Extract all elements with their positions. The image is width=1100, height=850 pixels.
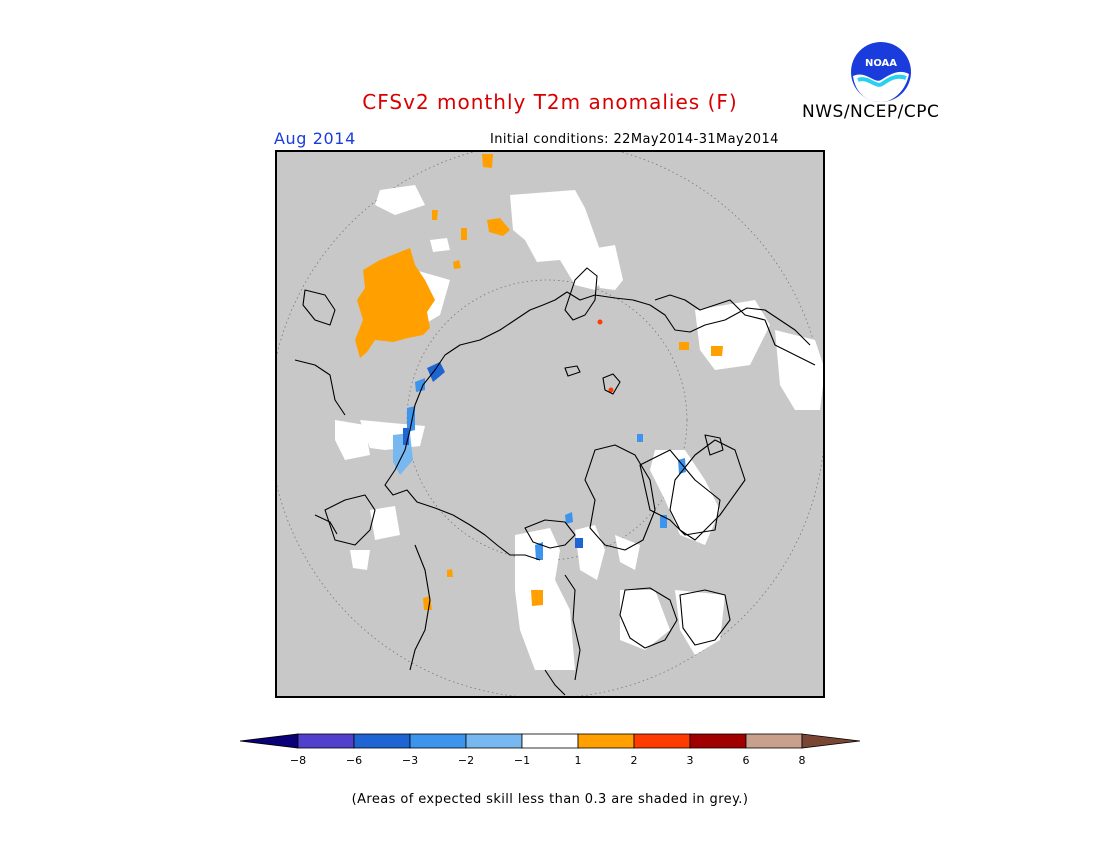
color-tick-label: 3 bbox=[687, 754, 694, 767]
latitude-circles bbox=[275, 150, 825, 698]
color-tick-label: −2 bbox=[458, 754, 474, 767]
map-title: CFSv2 monthly T2m anomalies (F) bbox=[362, 90, 738, 114]
color-tick-label: 2 bbox=[631, 754, 638, 767]
color-scale-bar: −8 −6 −3 −2 −1 1 2 3 6 8 bbox=[239, 733, 861, 767]
color-tick-label: −1 bbox=[514, 754, 530, 767]
polar-anomaly-map bbox=[275, 150, 825, 698]
color-cell-3 bbox=[409, 733, 467, 749]
color-tick-label: −6 bbox=[346, 754, 362, 767]
coastlines bbox=[294, 267, 816, 696]
color-cell-10 bbox=[801, 733, 861, 749]
agency-label: NWS/NCEP/CPC bbox=[802, 102, 940, 122]
color-tick-label: −3 bbox=[402, 754, 418, 767]
initial-conditions: Initial conditions: 22May2014-31May2014 bbox=[490, 132, 779, 147]
hot-anomaly-areas bbox=[597, 319, 614, 393]
color-scale-ticks: −8 −6 −3 −2 −1 1 2 3 6 8 bbox=[290, 754, 806, 767]
map-frame bbox=[275, 150, 825, 698]
color-cell-6 bbox=[577, 733, 635, 749]
valid-month: Aug 2014 bbox=[274, 129, 356, 148]
color-cell-8 bbox=[689, 733, 747, 749]
color-cell-5 bbox=[521, 733, 579, 749]
warm-anomaly-areas bbox=[355, 154, 723, 610]
color-cell-4 bbox=[465, 733, 523, 749]
logo-text: NOAA bbox=[865, 58, 897, 69]
color-cell-1 bbox=[297, 733, 355, 749]
noaa-logo: NOAA bbox=[851, 42, 911, 102]
color-cell-0 bbox=[239, 733, 299, 749]
color-cell-9 bbox=[745, 733, 803, 749]
color-cell-7 bbox=[633, 733, 691, 749]
color-scale-cells bbox=[239, 733, 861, 749]
color-tick-label: 8 bbox=[799, 754, 806, 767]
skill-footnote: (Areas of expected skill less than 0.3 a… bbox=[351, 792, 749, 807]
color-tick-label: 1 bbox=[575, 754, 582, 767]
color-tick-label: −8 bbox=[290, 754, 306, 767]
color-cell-2 bbox=[353, 733, 411, 749]
color-tick-label: 6 bbox=[743, 754, 750, 767]
